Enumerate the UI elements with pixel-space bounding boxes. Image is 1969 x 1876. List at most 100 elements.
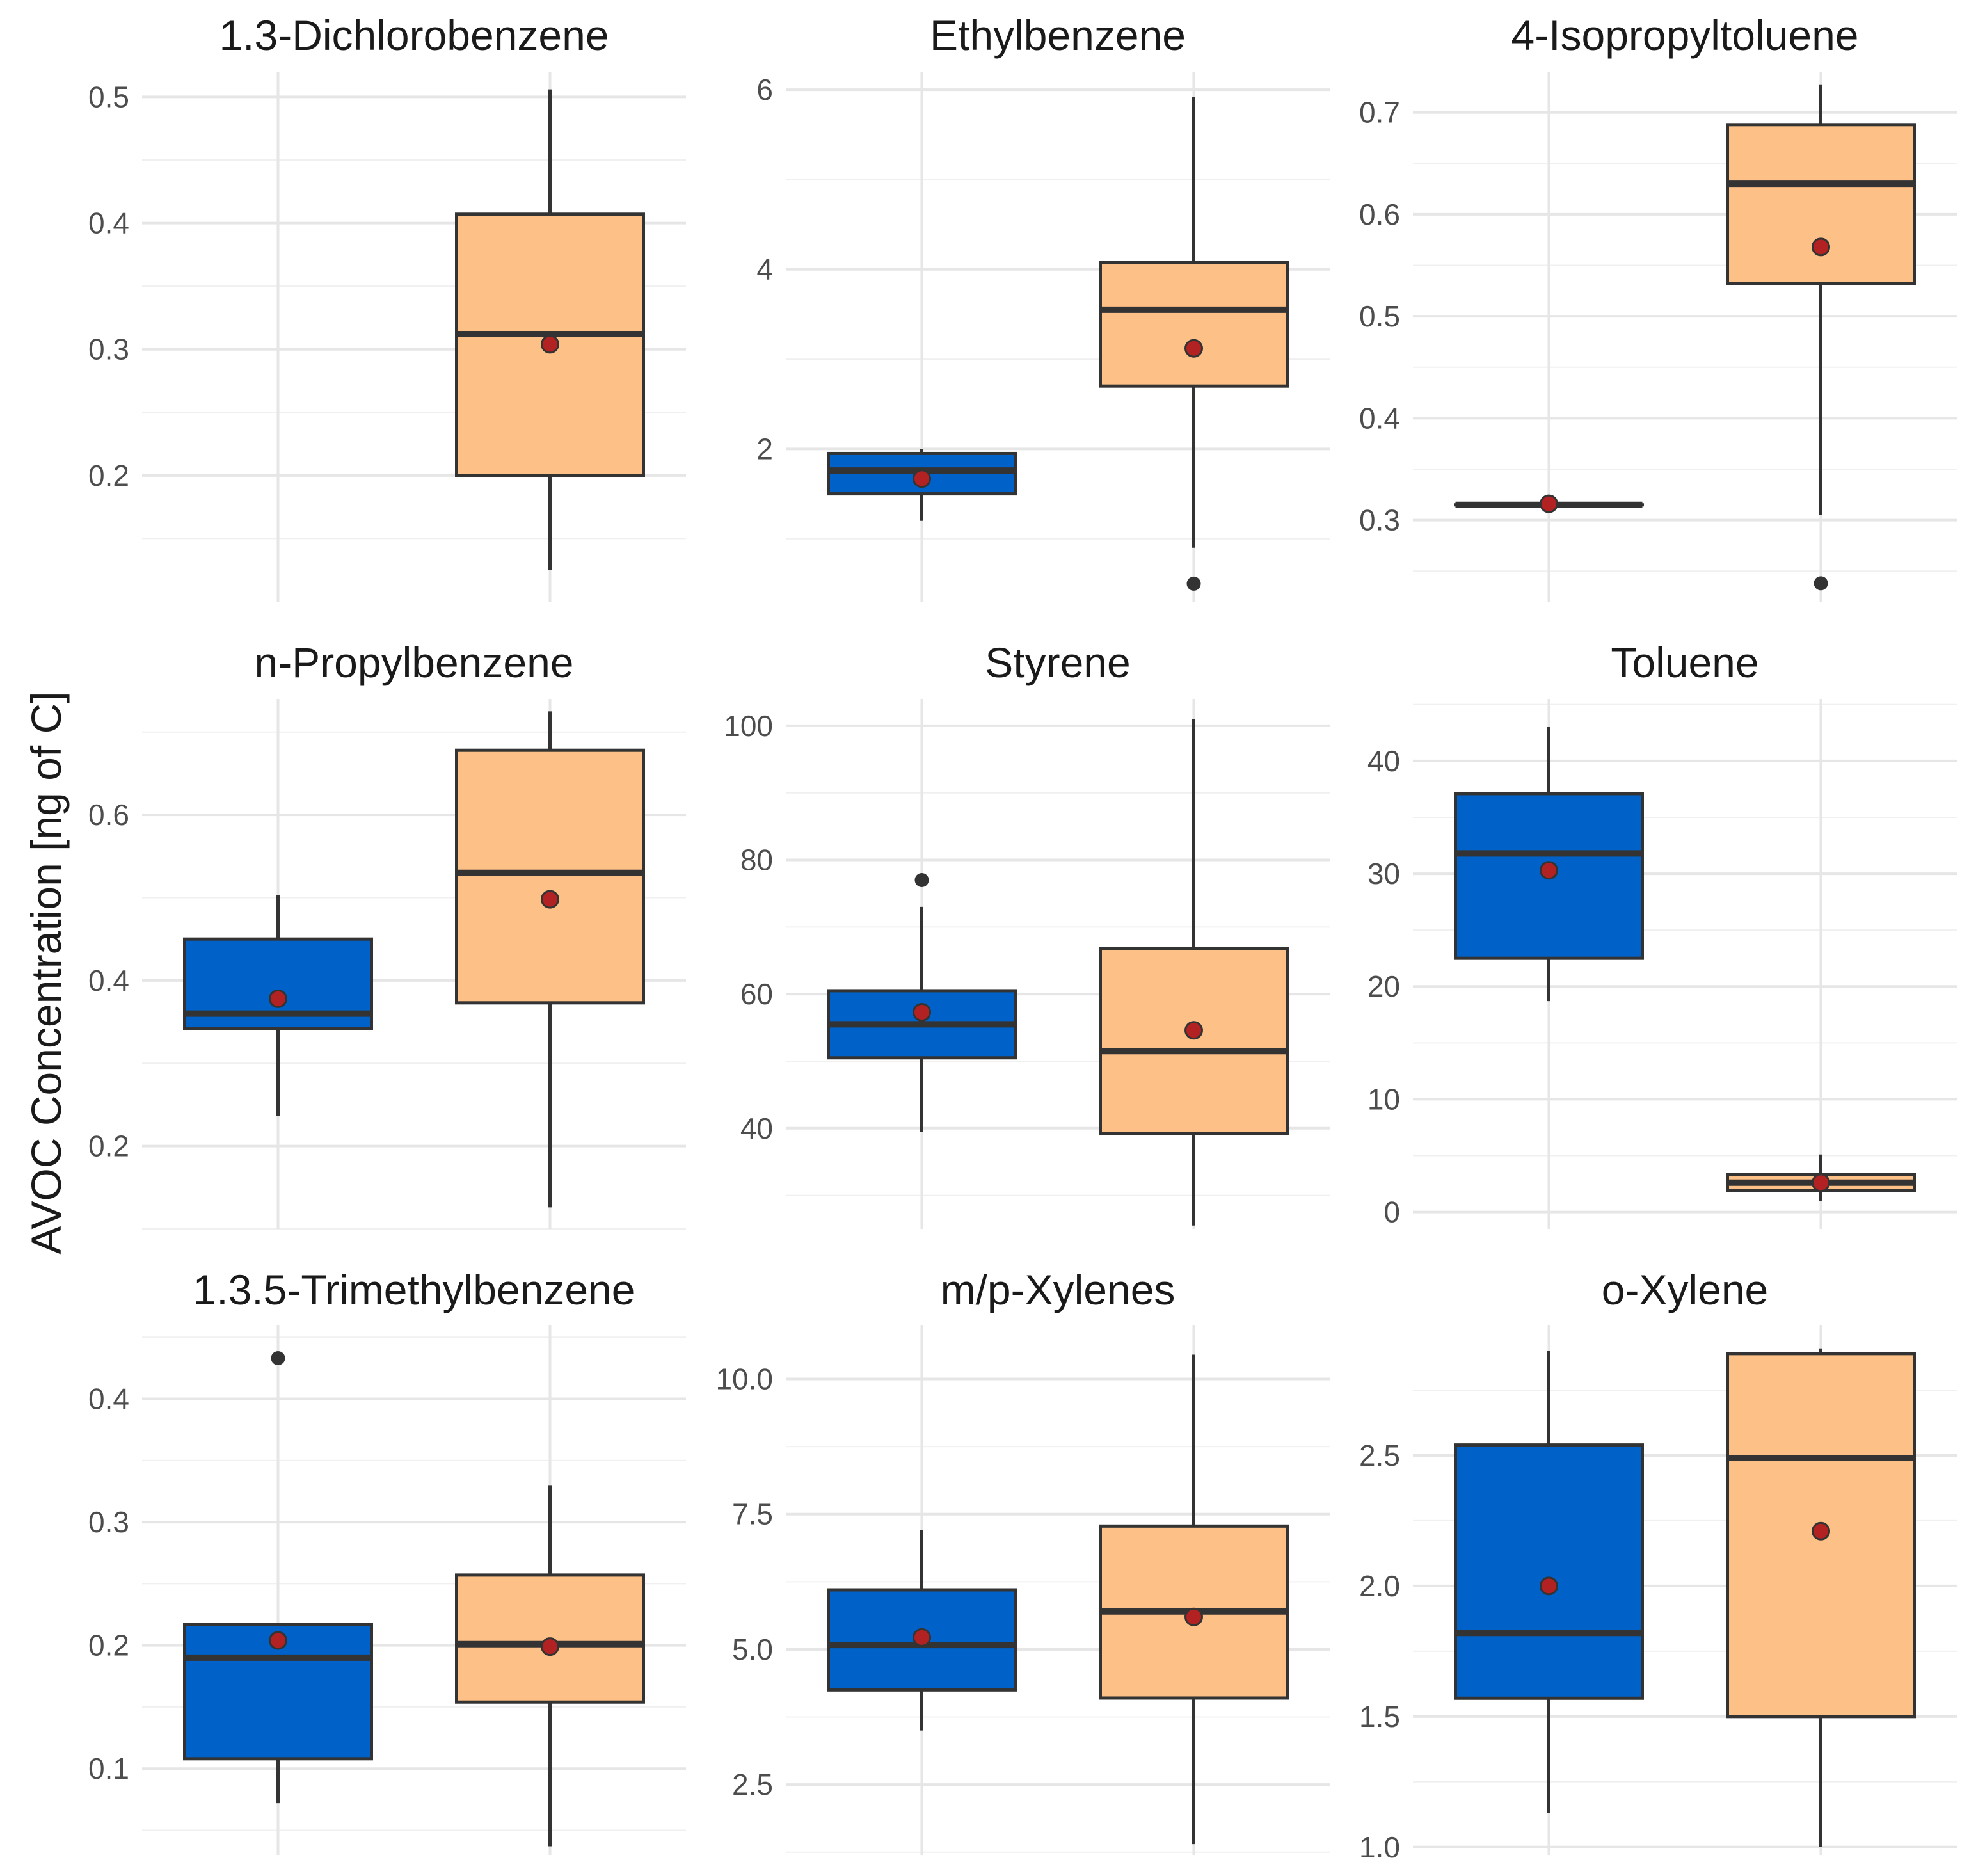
y-tick-label: 0.6 [88, 798, 129, 831]
y-tick-label: 0.4 [88, 964, 129, 997]
mean-marker [1184, 339, 1203, 358]
box [1099, 261, 1289, 388]
y-tick-label: 10.0 [715, 1362, 773, 1395]
box-group-1 [183, 1351, 373, 1804]
mean-marker [1540, 861, 1558, 880]
y-tick-label: 20 [1367, 970, 1400, 1003]
outlier-point [1814, 576, 1828, 591]
y-tick-label: 0.5 [1359, 300, 1400, 333]
y-tick-label: 0.3 [88, 1505, 129, 1539]
y-tick-label: 60 [740, 977, 773, 1011]
y-tick-label: 1.0 [1359, 1831, 1400, 1864]
y-tick-label: 0.3 [1359, 504, 1400, 537]
y-tick-label: 0.7 [1359, 96, 1400, 129]
panel-title: 4-Isopropyltoluene [1511, 12, 1858, 59]
panel-6: Toluene 0 10 20 30 40 [1367, 639, 1957, 1229]
y-tick-label: 2.5 [732, 1768, 773, 1801]
panel-1: 1.3-Dichlorobenzene 0.2 0.3 0.4 0.5 [88, 12, 686, 602]
box-group-2 [1099, 719, 1289, 1226]
outlier-point [271, 1351, 285, 1365]
panel-9: o-Xylene 1.0 1.5 2.0 2.5 [1359, 1266, 1957, 1864]
y-tick-label: 4 [756, 253, 773, 286]
y-tick-label: 0.6 [1359, 198, 1400, 231]
box-group-1 [827, 1530, 1017, 1731]
y-tick-label: 40 [1367, 744, 1400, 778]
y-tick-label: 0.1 [88, 1752, 129, 1785]
box-group-2 [455, 711, 645, 1208]
y-tick-label: 2.0 [1359, 1569, 1400, 1603]
panel-title: Ethylbenzene [930, 12, 1186, 59]
box-group-1 [827, 872, 1017, 1132]
mean-marker [541, 890, 559, 909]
mean-marker [913, 1628, 931, 1647]
box-group-2 [1099, 97, 1289, 591]
box [1099, 947, 1289, 1135]
y-tick-label: 0.2 [88, 1130, 129, 1163]
y-tick-label: 100 [724, 709, 773, 742]
panels: 1.3-Dichlorobenzene 0.2 0.3 0.4 0.5 Ethylbenz… [88, 12, 1957, 1864]
box [1726, 123, 1916, 285]
box-group-1 [1454, 727, 1644, 1002]
box [455, 748, 645, 1005]
y-tick-label: 80 [740, 844, 773, 877]
mean-marker [541, 1637, 559, 1656]
panel-8: m/p-Xylenes 2.5 5.0 7.5 10.0 [715, 1266, 1330, 1855]
box-group-2 [1726, 1348, 1916, 1847]
panel-5: Styrene 40 60 80 100 [724, 639, 1330, 1229]
panel-title: Styrene [985, 639, 1130, 686]
y-tick-label: 0.2 [88, 459, 129, 492]
panel-2: Ethylbenzene 2 4 6 [756, 12, 1330, 602]
y-tick-label: 0 [1383, 1196, 1400, 1229]
mean-marker [1540, 494, 1558, 513]
mean-marker [1184, 1607, 1203, 1626]
y-tick-label: 0.3 [88, 333, 129, 366]
panel-4: n-Propylbenzene 0.2 0.4 0.6 [88, 639, 686, 1230]
mean-marker [1812, 1173, 1830, 1192]
mean-marker [541, 335, 559, 354]
y-tick-label: 5.0 [732, 1633, 773, 1666]
panel-title: 1.3-Dichlorobenzene [219, 12, 609, 59]
y-tick-label: 30 [1367, 857, 1400, 890]
mean-marker [1184, 1021, 1203, 1040]
mean-marker [913, 469, 931, 488]
box-group-2 [455, 1485, 645, 1847]
panel-title: Toluene [1611, 639, 1758, 686]
panel-title: 1.3.5-Trimethylbenzene [193, 1266, 635, 1313]
outlier-point [1186, 576, 1201, 591]
y-tick-label: 2.5 [1359, 1439, 1400, 1472]
y-tick-label: 2 [756, 432, 773, 465]
box-group-2 [455, 89, 645, 570]
panel-title: n-Propylbenzene [255, 639, 574, 686]
mean-marker [1540, 1576, 1558, 1596]
panel-7: 1.3.5-Trimethylbenzene 0.1 0.2 0.3 0.4 [88, 1266, 686, 1855]
mean-marker [269, 989, 287, 1008]
y-tick-label: 7.5 [732, 1498, 773, 1531]
y-tick-label: 0.2 [88, 1629, 129, 1662]
box-group-2 [1726, 84, 1916, 591]
panel-3: 4-Isopropyltoluene 0.3 0.4 0.5 0.6 0.7 [1359, 12, 1957, 602]
y-tick-label: 1.5 [1359, 1700, 1400, 1733]
box-group-2 [1099, 1354, 1289, 1845]
y-tick-label: 0.4 [1359, 401, 1400, 435]
box-group-1 [1454, 1351, 1644, 1813]
y-tick-label: 0.4 [88, 1383, 129, 1416]
box-group-1 [183, 895, 373, 1117]
mean-marker [269, 1631, 287, 1650]
y-tick-label: 6 [756, 73, 773, 106]
y-tick-label: 0.4 [88, 207, 129, 240]
y-tick-label: 40 [740, 1112, 773, 1145]
y-axis-title: AVOC Concentration [ng of C] [22, 691, 70, 1254]
mean-marker [1812, 237, 1830, 257]
y-tick-label: 0.5 [88, 80, 129, 113]
mean-marker [1812, 1521, 1830, 1541]
y-tick-label: 10 [1367, 1082, 1400, 1116]
mean-marker [913, 1002, 931, 1022]
outlier-point [914, 872, 929, 887]
box-group-1 [827, 449, 1017, 521]
box-group-2 [1726, 1154, 1916, 1201]
box [1454, 1443, 1644, 1700]
panel-title: o-Xylene [1602, 1266, 1769, 1313]
box-group-1 [1454, 494, 1644, 513]
panel-title: m/p-Xylenes [941, 1266, 1176, 1313]
